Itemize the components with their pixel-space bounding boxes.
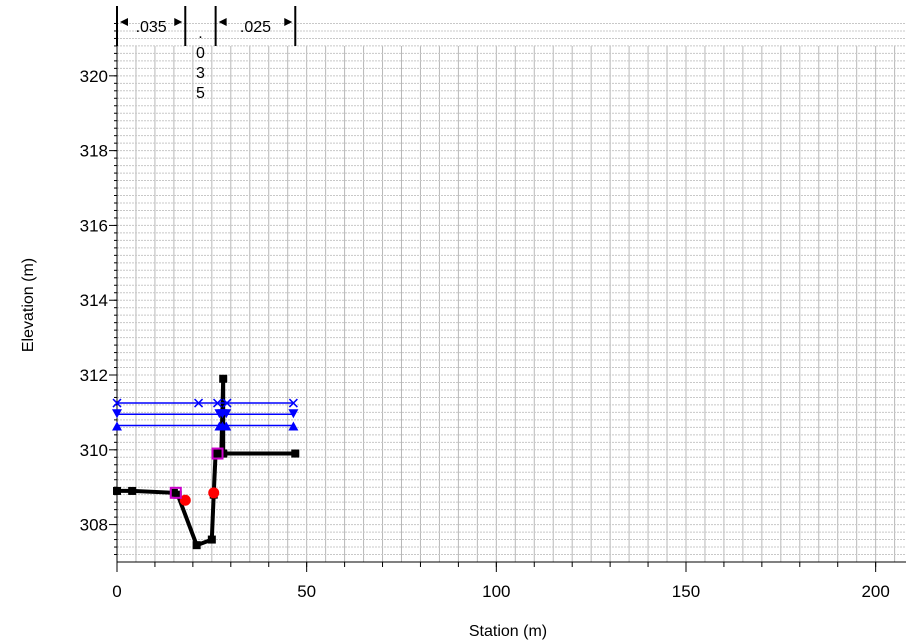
water-surface-x-marker — [288, 398, 298, 408]
levee-point-marker — [169, 486, 182, 499]
x-tick-label: 150 — [672, 582, 700, 601]
ground-point-marker — [211, 449, 220, 458]
ground-profile-line — [117, 378, 296, 548]
x-tick-label: 200 — [861, 582, 889, 601]
y-tick-label: 316 — [80, 216, 108, 235]
series — [112, 374, 300, 550]
x-tick-label: 0 — [112, 582, 121, 601]
manning-n-annotations: .035.025.035 — [116, 6, 297, 102]
n-value-vertical-char: 0 — [196, 45, 205, 62]
water-surface-triangle-up-marker — [112, 421, 122, 431]
bank-station-marker — [208, 487, 220, 499]
ground-point-marker — [219, 374, 228, 383]
n-value-vertical-char: 3 — [196, 65, 205, 82]
n-value-left-arrow-right — [174, 18, 183, 26]
x-tick-label: 50 — [297, 582, 316, 601]
water-surface-x-marker — [194, 398, 204, 408]
bank-station-marker — [179, 494, 191, 506]
ground-point-marker — [192, 541, 201, 550]
y-tick-label: 314 — [80, 291, 108, 310]
x-tick-label: 100 — [482, 582, 510, 601]
n-value-vertical-char: 5 — [196, 85, 205, 102]
x-axis-title: Station (m) — [469, 623, 547, 640]
y-tick-label: 308 — [80, 516, 108, 535]
water-surface-triangle-down-marker — [112, 409, 122, 419]
ground-point-marker — [128, 486, 137, 495]
water-surface-triangle-down-marker — [288, 409, 299, 419]
water-surface-triangle-up-marker — [221, 421, 232, 431]
ground-point-marker — [291, 449, 300, 458]
ground-point-marker — [113, 486, 121, 495]
water-surface-triangle-down-marker — [221, 409, 232, 419]
n-value-right-arrow-left — [218, 18, 227, 26]
ground-point-marker — [173, 490, 182, 499]
n-value-left-arrow-left — [120, 18, 128, 26]
y-tick-label: 320 — [80, 67, 108, 86]
y-tick-label: 310 — [80, 441, 108, 460]
n-value-vertical-char: . — [198, 25, 202, 42]
ground-point-marker — [207, 535, 216, 544]
water-surface-x-marker — [222, 398, 232, 408]
levee-point-marker — [211, 447, 224, 460]
n-value-right-label: .025 — [240, 19, 271, 36]
water-surface-x-marker — [112, 398, 122, 408]
y-tick-label: 318 — [80, 142, 108, 161]
water-surface-triangle-up-marker — [288, 421, 299, 431]
water-surface-x-marker — [212, 398, 223, 408]
y-axis-title: Elevation (m) — [20, 258, 37, 352]
n-value-right-arrow-right — [284, 18, 293, 26]
y-tick-label: 312 — [80, 366, 108, 385]
n-value-left-label: .035 — [136, 19, 167, 36]
grid — [116, 22, 906, 562]
